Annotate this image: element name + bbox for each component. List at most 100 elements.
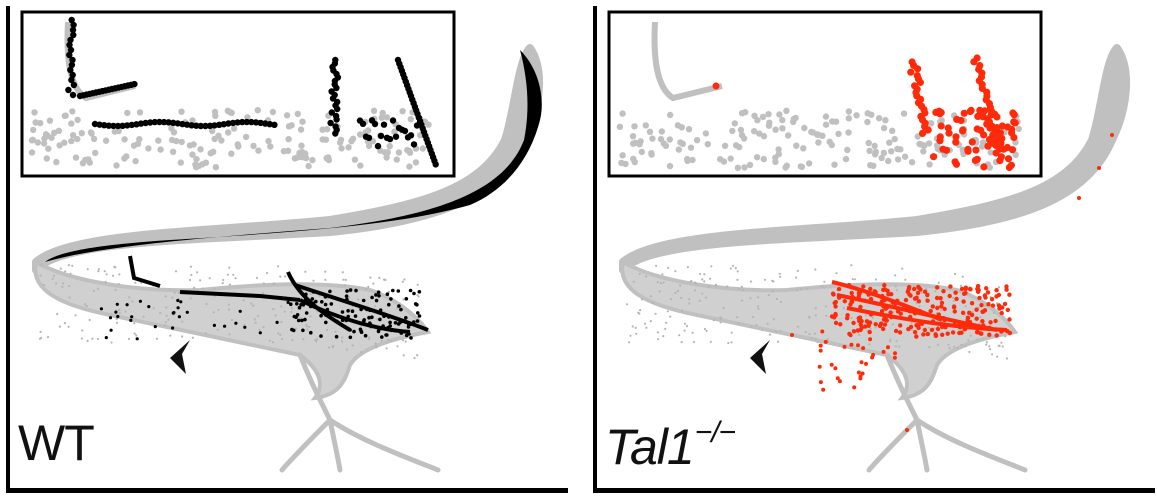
- highlighted-cell: [393, 321, 398, 325]
- highlighted-cell: [386, 135, 394, 143]
- cell-point: [771, 290, 774, 293]
- highlighted-cell: [823, 339, 828, 344]
- cell-point: [644, 275, 648, 278]
- cell-point: [113, 265, 116, 268]
- highlighted-cell: [969, 301, 975, 306]
- highlighted-cell: [327, 119, 334, 127]
- cell-point: [31, 109, 38, 116]
- highlighted-cell: [939, 300, 945, 306]
- cell-point: [261, 291, 265, 295]
- highlighted-cell: [970, 58, 978, 66]
- cell-point: [701, 278, 704, 281]
- highlighted-cell: [974, 112, 982, 120]
- highlighted-cell: [988, 320, 993, 325]
- cell-point: [56, 313, 59, 316]
- cell-point: [40, 336, 43, 340]
- highlighted-cell: [1004, 284, 1009, 289]
- cell-point: [273, 282, 276, 285]
- highlighted-cell: [833, 366, 838, 371]
- cell-point: [258, 328, 261, 332]
- cell-point: [662, 335, 665, 338]
- cell-point: [1015, 125, 1022, 133]
- cell-point: [809, 129, 816, 136]
- panel-tal1-ko: Tal1−/−: [587, 0, 1157, 501]
- cell-point: [67, 325, 70, 328]
- cell-point: [189, 117, 196, 124]
- cell-point: [391, 128, 398, 135]
- cell-point: [1004, 335, 1007, 338]
- cell-point: [168, 136, 176, 144]
- highlighted-cell: [193, 122, 200, 129]
- highlighted-cell: [328, 109, 335, 116]
- cell-point: [785, 132, 792, 139]
- highlighted-cell: [99, 307, 103, 311]
- highlighted-cell: [881, 317, 887, 322]
- cell-point: [228, 283, 231, 286]
- cell-point: [679, 140, 686, 147]
- highlighted-cell: [833, 311, 838, 317]
- cell-point: [59, 267, 63, 270]
- cell-point: [68, 137, 75, 145]
- cell-point: [619, 110, 626, 117]
- cell-point: [51, 277, 54, 280]
- highlighted-cell: [160, 118, 168, 126]
- highlighted-cell: [933, 332, 938, 337]
- cell-point: [908, 159, 916, 166]
- cell-point: [419, 145, 427, 152]
- highlighted-cell: [845, 313, 850, 318]
- cell-point: [243, 324, 246, 327]
- cell-point: [669, 298, 673, 301]
- cell-point: [416, 283, 419, 286]
- cell-point: [104, 280, 107, 284]
- cell-point: [632, 280, 635, 283]
- cell-point: [737, 126, 745, 134]
- highlighted-cell: [385, 292, 390, 297]
- highlighted-cell: [346, 314, 351, 319]
- cell-point: [655, 264, 658, 267]
- cell-point: [968, 350, 971, 354]
- cell-point: [37, 119, 44, 127]
- cell-point: [341, 271, 344, 274]
- cell-point: [734, 164, 742, 171]
- highlighted-branch: [294, 283, 429, 332]
- cell-point: [779, 275, 782, 278]
- highlighted-cell: [374, 293, 378, 297]
- highlighted-cell: [912, 286, 917, 292]
- cell-point: [703, 327, 707, 331]
- cell-point: [629, 133, 637, 140]
- cell-point: [777, 340, 780, 343]
- highlighted-cell: [412, 291, 416, 296]
- highlighted-cell: [69, 91, 77, 99]
- highlighted-cell: [993, 124, 1001, 132]
- cell-point: [737, 287, 741, 290]
- cell-point: [885, 157, 892, 165]
- cell-point: [757, 307, 760, 310]
- cell-point: [649, 135, 656, 142]
- cell-point: [234, 141, 241, 148]
- cell-point: [208, 127, 216, 135]
- highlighted-cell: [104, 336, 108, 340]
- highlighted-cell: [115, 302, 119, 306]
- cell-point: [403, 278, 406, 281]
- highlighted-cell: [359, 329, 364, 334]
- cell-point: [956, 346, 959, 350]
- cell-point: [81, 329, 84, 332]
- highlighted-cell: [389, 328, 394, 333]
- highlighted-cell: [308, 304, 313, 309]
- cell-point: [309, 315, 312, 318]
- cell-point: [874, 326, 877, 329]
- highlighted-cell: [986, 302, 991, 307]
- cell-point: [746, 161, 754, 169]
- cell-point: [892, 311, 895, 314]
- cell-point: [169, 334, 172, 337]
- highlighted-cell: [68, 61, 76, 69]
- cell-point: [954, 272, 957, 276]
- highlighted-cell: [239, 118, 246, 126]
- force-directed-graph-wt: [20, 10, 543, 473]
- highlighted-cell: [893, 328, 899, 334]
- cell-point: [666, 162, 674, 170]
- cell-point: [323, 126, 331, 133]
- highlighted-cell: [833, 304, 838, 309]
- trajectory-branch: [279, 352, 441, 473]
- highlighted-cell: [928, 308, 933, 314]
